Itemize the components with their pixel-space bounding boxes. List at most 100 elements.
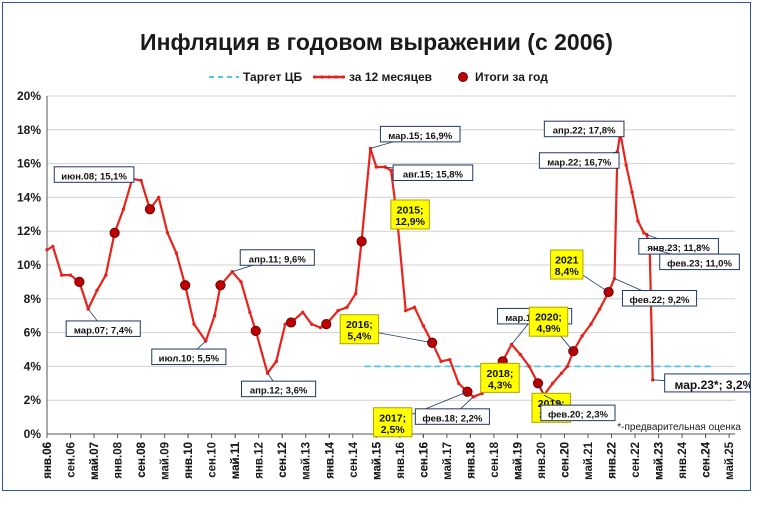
annotation-label: 5,4% [347, 331, 372, 343]
annotation-label: 2,5% [381, 424, 406, 436]
y-tick-label: 8% [24, 292, 42, 306]
x-tick-label: сен.12 [277, 442, 289, 478]
legend-label-target: Таргет ЦБ [243, 70, 303, 84]
annotation-box [392, 164, 474, 181]
annotation-label: 8,4% [555, 266, 580, 278]
annotation-box [239, 249, 315, 266]
annual-marker [356, 236, 367, 247]
y-tick-label: 14% [17, 190, 41, 204]
y-tick-label: 4% [24, 359, 42, 373]
annotation-label: апр.11; 9,6% [249, 254, 307, 265]
x-tick-label: май.15 [371, 441, 383, 479]
x-tick-label: май.19 [512, 442, 524, 480]
x-tick-label: сен.20 [559, 442, 571, 478]
data-point-12m [139, 178, 143, 183]
annotation-box [53, 166, 135, 183]
x-tick-label: янв.08 [113, 441, 125, 478]
y-tick-label: 10% [17, 258, 41, 272]
data-point-12m [389, 168, 393, 173]
x-tick-label: май.23 [654, 442, 666, 480]
data-point-12m [439, 359, 443, 364]
footnote: *-предварительная оценка [617, 422, 741, 433]
x-tick-label: сен.18 [489, 441, 501, 477]
annotation-box [379, 125, 461, 143]
data-point-12m [121, 207, 126, 211]
series-line-12m [46, 132, 654, 398]
y-tick-label: 0% [24, 427, 42, 441]
x-tick-label: май.07 [89, 442, 101, 480]
x-tick-label: янв.06 [42, 442, 54, 479]
x-tick-label: сен.14 [348, 441, 360, 477]
data-point-12m [624, 163, 628, 167]
annotation-label: мар.22; 16,7% [547, 157, 611, 168]
data-point-12m [565, 364, 570, 369]
legend-swatch-annual [458, 72, 468, 82]
annotation-label: фев.18; 2,2% [422, 413, 483, 424]
annotation-box [151, 348, 227, 366]
annotation-label: 4,9% [537, 323, 562, 335]
data-point-12m [345, 305, 349, 309]
annotation-label: июн.08; 15,1% [61, 171, 127, 182]
annotation-box [621, 290, 698, 307]
annotation-box [390, 199, 430, 230]
data-point-12m [612, 276, 617, 281]
annotation-box [543, 120, 625, 138]
x-tick-label: янв.12 [254, 442, 266, 479]
data-point-12m [421, 324, 426, 328]
data-point-12m [336, 308, 340, 313]
data-point-12m [650, 378, 655, 382]
legend-swatch-marker [327, 75, 331, 79]
y-tick-label: 20% [17, 89, 41, 103]
x-tick-label: янв.20 [536, 442, 548, 479]
annotation-box [480, 362, 520, 393]
annotation-box [550, 249, 584, 280]
x-tick-label: май.25 [724, 441, 736, 479]
annual-marker [74, 276, 85, 287]
x-tick-label: май.09 [160, 442, 172, 480]
data-point-12m [589, 322, 593, 326]
x-tick-label: сен.24 [701, 441, 713, 477]
x-tick-label: сен.20 [559, 442, 571, 478]
annotation-label: фев.23; 11,0% [667, 259, 732, 270]
annotation-label: мар.23*; 3,2% [675, 378, 750, 392]
data-point-12m [527, 364, 531, 369]
data-point-12m [580, 334, 584, 338]
annotation-box [540, 404, 616, 422]
annotation-label: 2015; [397, 204, 424, 216]
y-tick-label: 6% [24, 326, 42, 340]
data-point-12m [354, 292, 358, 296]
x-tick-label: сен.16 [418, 442, 430, 478]
x-tick-label: сен.08 [136, 441, 148, 477]
x-tick-label: янв.18 [465, 441, 477, 478]
legend-swatch-marker [320, 75, 324, 79]
data-point-12m [95, 288, 99, 293]
data-point-12m [60, 273, 64, 277]
annotation-box [659, 253, 740, 271]
x-tick-label: май.23 [654, 442, 666, 480]
chart-title: Инфляция в годовом выражении (с 2006) [140, 29, 613, 55]
annotation-label: апр.22; 17,8% [553, 126, 616, 137]
data-point-12m [212, 314, 217, 318]
data-point-12m [51, 244, 55, 249]
x-tick-label: сен.22 [630, 442, 642, 478]
x-tick-label: янв.18 [465, 441, 477, 478]
annotation-box [664, 373, 750, 393]
data-point-12m [248, 310, 252, 315]
legend-swatch-marker [313, 75, 317, 79]
annual-marker [321, 319, 332, 330]
data-point-12m [456, 381, 461, 385]
annotation-label: янв.23; 11,8% [647, 243, 710, 254]
y-tick-label: 2% [24, 393, 42, 407]
annotation-label: апр.12; 3,6% [250, 386, 308, 397]
data-point-12m [630, 190, 634, 195]
annotation-label: мар.07; 7,4% [74, 325, 133, 336]
x-tick-label: янв.24 [677, 441, 689, 478]
annotation-label: 2018; [487, 368, 514, 380]
annual-marker [285, 317, 297, 328]
data-point-12m [274, 359, 279, 364]
annotation-label: мар.15; 16,9% [388, 131, 452, 142]
y-tick-label: 12% [17, 224, 41, 238]
annotation-box [65, 320, 141, 337]
y-tick-label: 16% [17, 157, 41, 171]
annual-marker [109, 227, 120, 238]
